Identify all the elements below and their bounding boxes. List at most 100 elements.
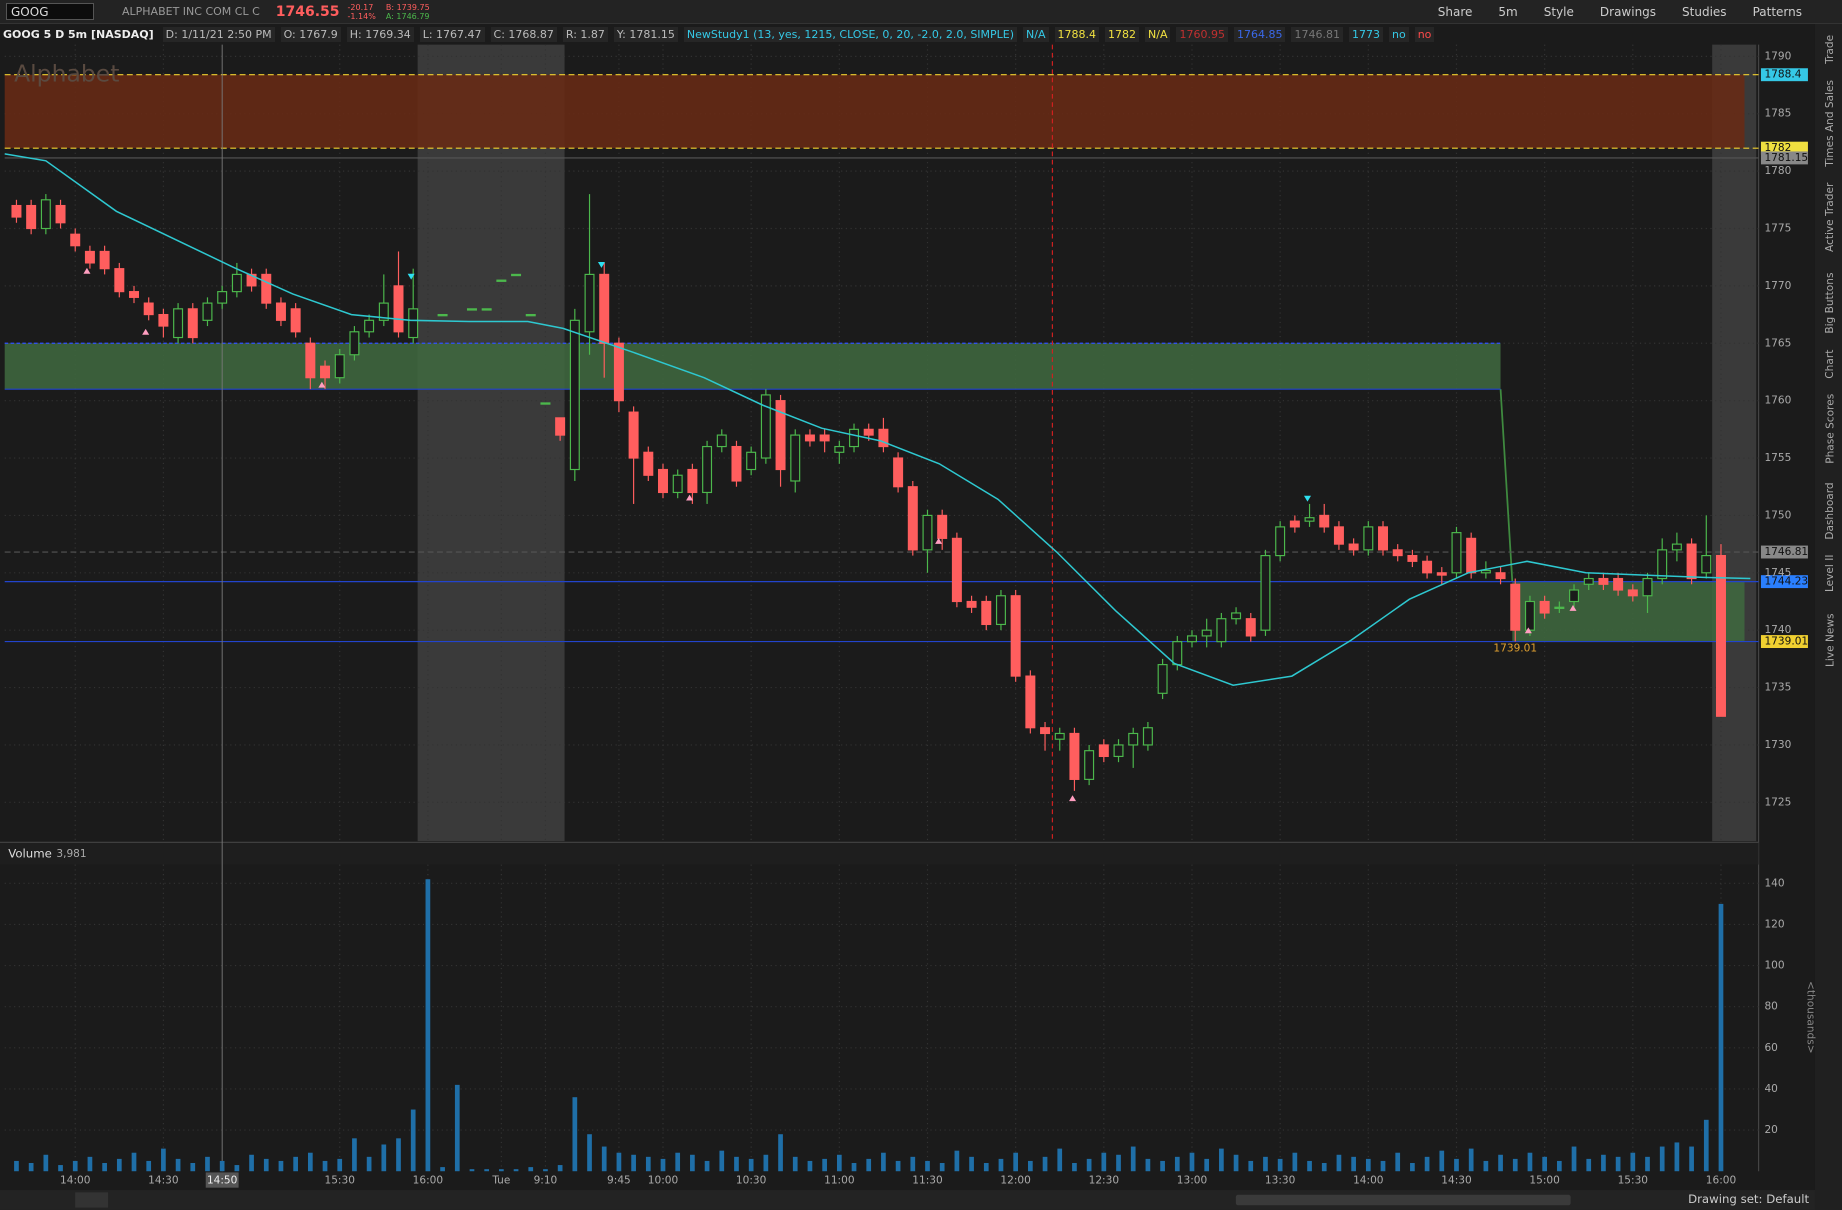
volume-bar [910, 1156, 916, 1172]
volume-bar [14, 1160, 19, 1172]
candle-body [1186, 635, 1197, 643]
zone [4, 343, 1501, 390]
volume-bar [1410, 1163, 1415, 1172]
scrollbar[interactable] [1235, 1194, 1571, 1206]
symbol-input[interactable]: GOOG [6, 3, 94, 20]
candle-body [613, 342, 624, 402]
volume-tick-label: 60 [1764, 1042, 1778, 1054]
candle-body [540, 402, 551, 405]
toolbar-button[interactable]: Drawings [1599, 4, 1657, 19]
volume-bar [660, 1158, 666, 1172]
candle-body [1613, 577, 1624, 591]
volume-tick-label: 140 [1764, 877, 1784, 889]
candle-body [1069, 732, 1080, 780]
volume-bar [925, 1160, 930, 1172]
candle-body [702, 445, 713, 494]
candle-body [893, 457, 904, 488]
candle-body [1627, 589, 1638, 597]
y-tick-label: 1790 [1764, 50, 1791, 62]
volume-bar [307, 1152, 313, 1172]
candle-body [143, 302, 154, 316]
volume-bar [969, 1156, 974, 1172]
extended-hours [417, 44, 565, 842]
candle-body [55, 204, 66, 224]
volume-bar [557, 1165, 563, 1172]
last-price: 1746.55 [275, 3, 340, 20]
volume-bar [1395, 1152, 1401, 1172]
volume-bar [1615, 1156, 1621, 1172]
study-value: no [1414, 26, 1435, 42]
volume-bar [881, 1152, 886, 1172]
x-tick-label: 12:30 [1089, 1175, 1120, 1187]
study: NewStudy1 (13, yes, 1215, CLOSE, 0, 20, … [683, 26, 1018, 42]
volume-bar [1439, 1150, 1445, 1172]
sidebar-tab: Big Buttons [1824, 273, 1836, 334]
sidebar-tab: Chart [1824, 350, 1836, 379]
candle-body [1098, 744, 1109, 758]
toolbar-button[interactable]: 5m [1498, 4, 1518, 19]
volume-tick-label: 100 [1764, 960, 1784, 972]
candle-body [173, 308, 184, 339]
candle-body [1701, 554, 1712, 574]
candle-body [1113, 744, 1124, 758]
volume-bar [1189, 1152, 1195, 1172]
study-value: no [1388, 26, 1409, 42]
toolbar-button[interactable]: Patterns [1752, 4, 1802, 19]
bid-ask: B: 1739.75 A: 1746.79 [386, 3, 430, 21]
volume-bar [1336, 1154, 1342, 1172]
toolbar-button[interactable]: Share [1437, 4, 1473, 19]
candle-body [981, 600, 992, 626]
candle-body [907, 486, 918, 551]
candle-body [378, 302, 389, 321]
volume-bar [572, 1097, 578, 1172]
expand-button[interactable] [75, 1192, 109, 1208]
y-tick-label: 1785 [1764, 108, 1791, 120]
candle-body [937, 514, 948, 539]
candle-body [1128, 732, 1139, 746]
candle-body [849, 428, 860, 448]
candle-body [834, 445, 845, 453]
study-value: 1764.85 [1233, 26, 1286, 42]
volume-bar [1645, 1156, 1650, 1172]
candle-body [1554, 606, 1565, 609]
y-tick-label: 1750 [1764, 509, 1791, 521]
volume-bar [1468, 1148, 1474, 1172]
candle-body [1084, 750, 1095, 780]
toolbar-button[interactable]: Style [1543, 4, 1574, 19]
candle-body [1333, 526, 1344, 545]
y-tick-label: 1760 [1764, 395, 1791, 407]
volume-bar [1586, 1158, 1592, 1172]
volume-axis-label: <thousands> [1804, 981, 1816, 1054]
candle-body [1275, 526, 1286, 557]
volume-bar [513, 1169, 519, 1172]
volume-tick-label: 80 [1764, 1001, 1778, 1013]
toolbar-button[interactable]: Studies [1682, 4, 1727, 19]
candle-body [334, 354, 345, 379]
bid: B: 1739.75 [385, 2, 430, 12]
candle-body [922, 514, 933, 551]
y-tick-label: 1730 [1764, 739, 1791, 751]
candle-body [275, 302, 286, 321]
volume-bar [1424, 1156, 1430, 1172]
info-item: L: 1767.47 [419, 26, 485, 42]
x-tick-label: 15:00 [1529, 1175, 1560, 1187]
price-tag [1760, 635, 1808, 649]
candle-body [290, 308, 301, 333]
candle-body [99, 250, 110, 270]
sidebar-tab: Level II [1824, 555, 1836, 592]
volume-bar [1263, 1156, 1268, 1172]
candle-body [1495, 572, 1506, 580]
info-bar: GOOG 5 D 5m [NASDAQ] D: 1/11/21 2:50 PM O… [0, 24, 1760, 44]
candle-body [584, 273, 595, 333]
info-item: D: 1/11/21 2:50 PM [162, 26, 275, 42]
volume-bar [1248, 1160, 1254, 1172]
low-annotation: 1739.01 [1493, 643, 1537, 655]
volume-bar [396, 1138, 401, 1172]
candle-body [643, 451, 654, 476]
candle-body [1451, 532, 1462, 574]
volume-bar [440, 1167, 445, 1172]
volume-tick-label: 20 [1764, 1124, 1778, 1136]
study-value: 1773 [1348, 26, 1383, 42]
candle-body [760, 394, 771, 459]
